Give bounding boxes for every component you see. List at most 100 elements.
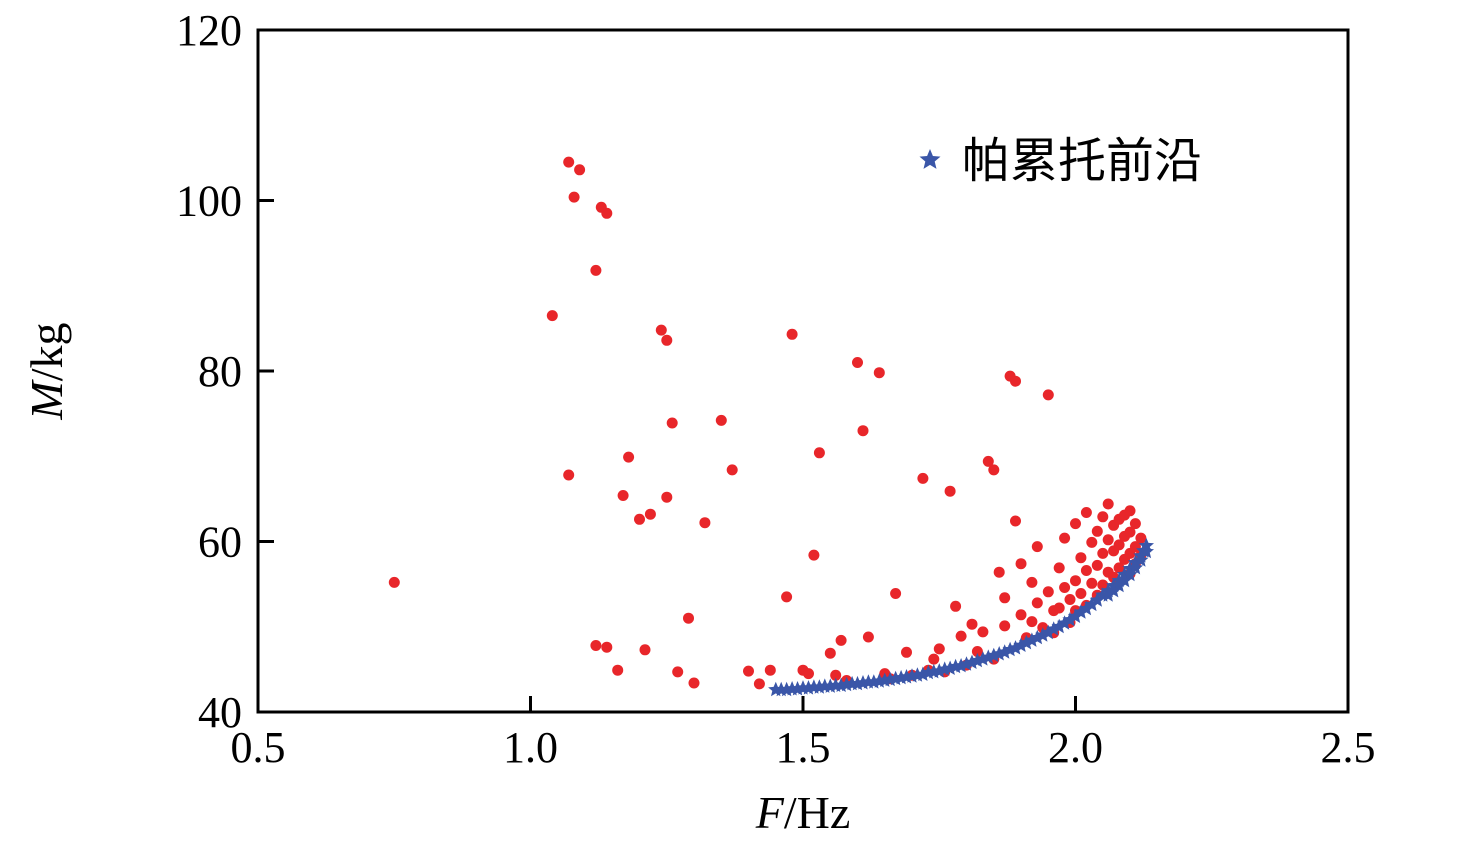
data-point: [753, 678, 765, 690]
data-point: [683, 612, 694, 624]
data-point: [862, 631, 874, 643]
data-point: [1091, 525, 1103, 537]
data-point: [634, 513, 645, 525]
data-point: [388, 576, 400, 588]
x-axis-unit: /Hz: [784, 787, 850, 838]
data-point: [1086, 536, 1098, 548]
data-point: [1124, 505, 1136, 517]
data-point: [1010, 375, 1021, 387]
data-point-star: [1046, 621, 1062, 636]
data-point: [971, 646, 983, 657]
data-point: [715, 414, 727, 426]
data-point: [786, 328, 798, 340]
data-point: [612, 664, 624, 676]
data-point: [1015, 609, 1027, 621]
data-point: [655, 324, 667, 336]
data-point-star: [1040, 624, 1056, 640]
data-point: [781, 591, 793, 603]
axes-frame: [256, 28, 1350, 714]
data-point-star: [1073, 604, 1089, 619]
data-point: [1080, 565, 1092, 576]
data-point: [574, 164, 586, 176]
data-point: [1031, 541, 1043, 553]
data-point: [661, 334, 673, 346]
data-point: [1097, 579, 1109, 591]
data-point: [1042, 586, 1054, 598]
data-point-star: [1138, 543, 1154, 559]
y-tick-label: 100: [176, 177, 242, 226]
data-point: [993, 566, 1005, 578]
data-point-star: [1089, 592, 1105, 607]
data-point-star: [1100, 587, 1116, 602]
data-point: [1070, 518, 1081, 530]
data-point: [1135, 532, 1147, 544]
data-point: [933, 643, 945, 655]
data-point: [1010, 515, 1021, 527]
data-point: [813, 447, 825, 459]
data-point: [1070, 575, 1081, 587]
data-point: [1113, 539, 1125, 551]
data-point: [672, 666, 684, 678]
data-point: [764, 664, 776, 676]
data-point: [623, 451, 635, 463]
data-point: [1026, 616, 1038, 628]
data-point: [901, 646, 912, 658]
data-point: [1075, 552, 1087, 564]
data-point: [1091, 559, 1103, 571]
data-point: [1102, 534, 1114, 546]
data-point-star: [1018, 634, 1035, 650]
data-point: [1097, 511, 1109, 523]
data-point-star: [1035, 627, 1051, 642]
y-axis-label: M/kg: [21, 322, 72, 420]
data-point: [824, 647, 836, 659]
data-point: [546, 310, 558, 322]
legend: 帕累托前沿: [919, 135, 1202, 188]
x-axis-label: F/Hz: [755, 787, 851, 838]
data-point: [1064, 594, 1076, 605]
data-point: [982, 455, 994, 467]
data-point: [955, 630, 967, 642]
data-point-star: [1007, 640, 1024, 655]
x-tick-label: 0.5: [231, 723, 286, 772]
data-point: [1086, 577, 1098, 589]
data-point: [601, 207, 613, 219]
data-point: [699, 517, 711, 529]
data-point: [857, 425, 869, 437]
y-tick-label: 120: [176, 6, 242, 55]
data-point: [808, 549, 820, 561]
data-point-star: [1062, 611, 1078, 627]
data-point: [590, 264, 602, 276]
data-point-star: [931, 663, 947, 678]
data-point: [1059, 582, 1071, 593]
data-point: [852, 357, 863, 368]
x-tick-label: 1.5: [776, 723, 831, 772]
data-point-star: [1084, 596, 1100, 612]
data-point: [999, 592, 1011, 604]
data-point-star: [1133, 552, 1149, 567]
data-point-star: [1024, 632, 1040, 647]
x-tick-label: 2.5: [1321, 723, 1376, 772]
data-point: [928, 653, 940, 665]
data-point: [950, 600, 962, 612]
data-point: [944, 485, 956, 497]
data-point-star: [1051, 618, 1067, 634]
data-point: [917, 472, 929, 484]
data-point: [1031, 597, 1043, 609]
x-axis-variable: F: [755, 787, 785, 838]
data-point: [835, 634, 847, 646]
data-point: [1053, 602, 1065, 614]
y-axis-unit: /kg: [21, 322, 72, 381]
data-point: [644, 508, 656, 520]
data-point: [743, 665, 754, 677]
data-point-star: [1013, 637, 1029, 652]
y-tick-label: 60: [198, 518, 242, 567]
y-tick-label: 80: [198, 347, 242, 396]
data-point: [590, 640, 602, 651]
data-point: [1059, 532, 1071, 544]
data-point: [568, 191, 580, 203]
data-point: [639, 644, 651, 656]
data-point: [1080, 507, 1092, 518]
data-point: [803, 668, 814, 680]
data-point: [1102, 498, 1114, 510]
x-tick-label: 1.0: [503, 723, 558, 772]
